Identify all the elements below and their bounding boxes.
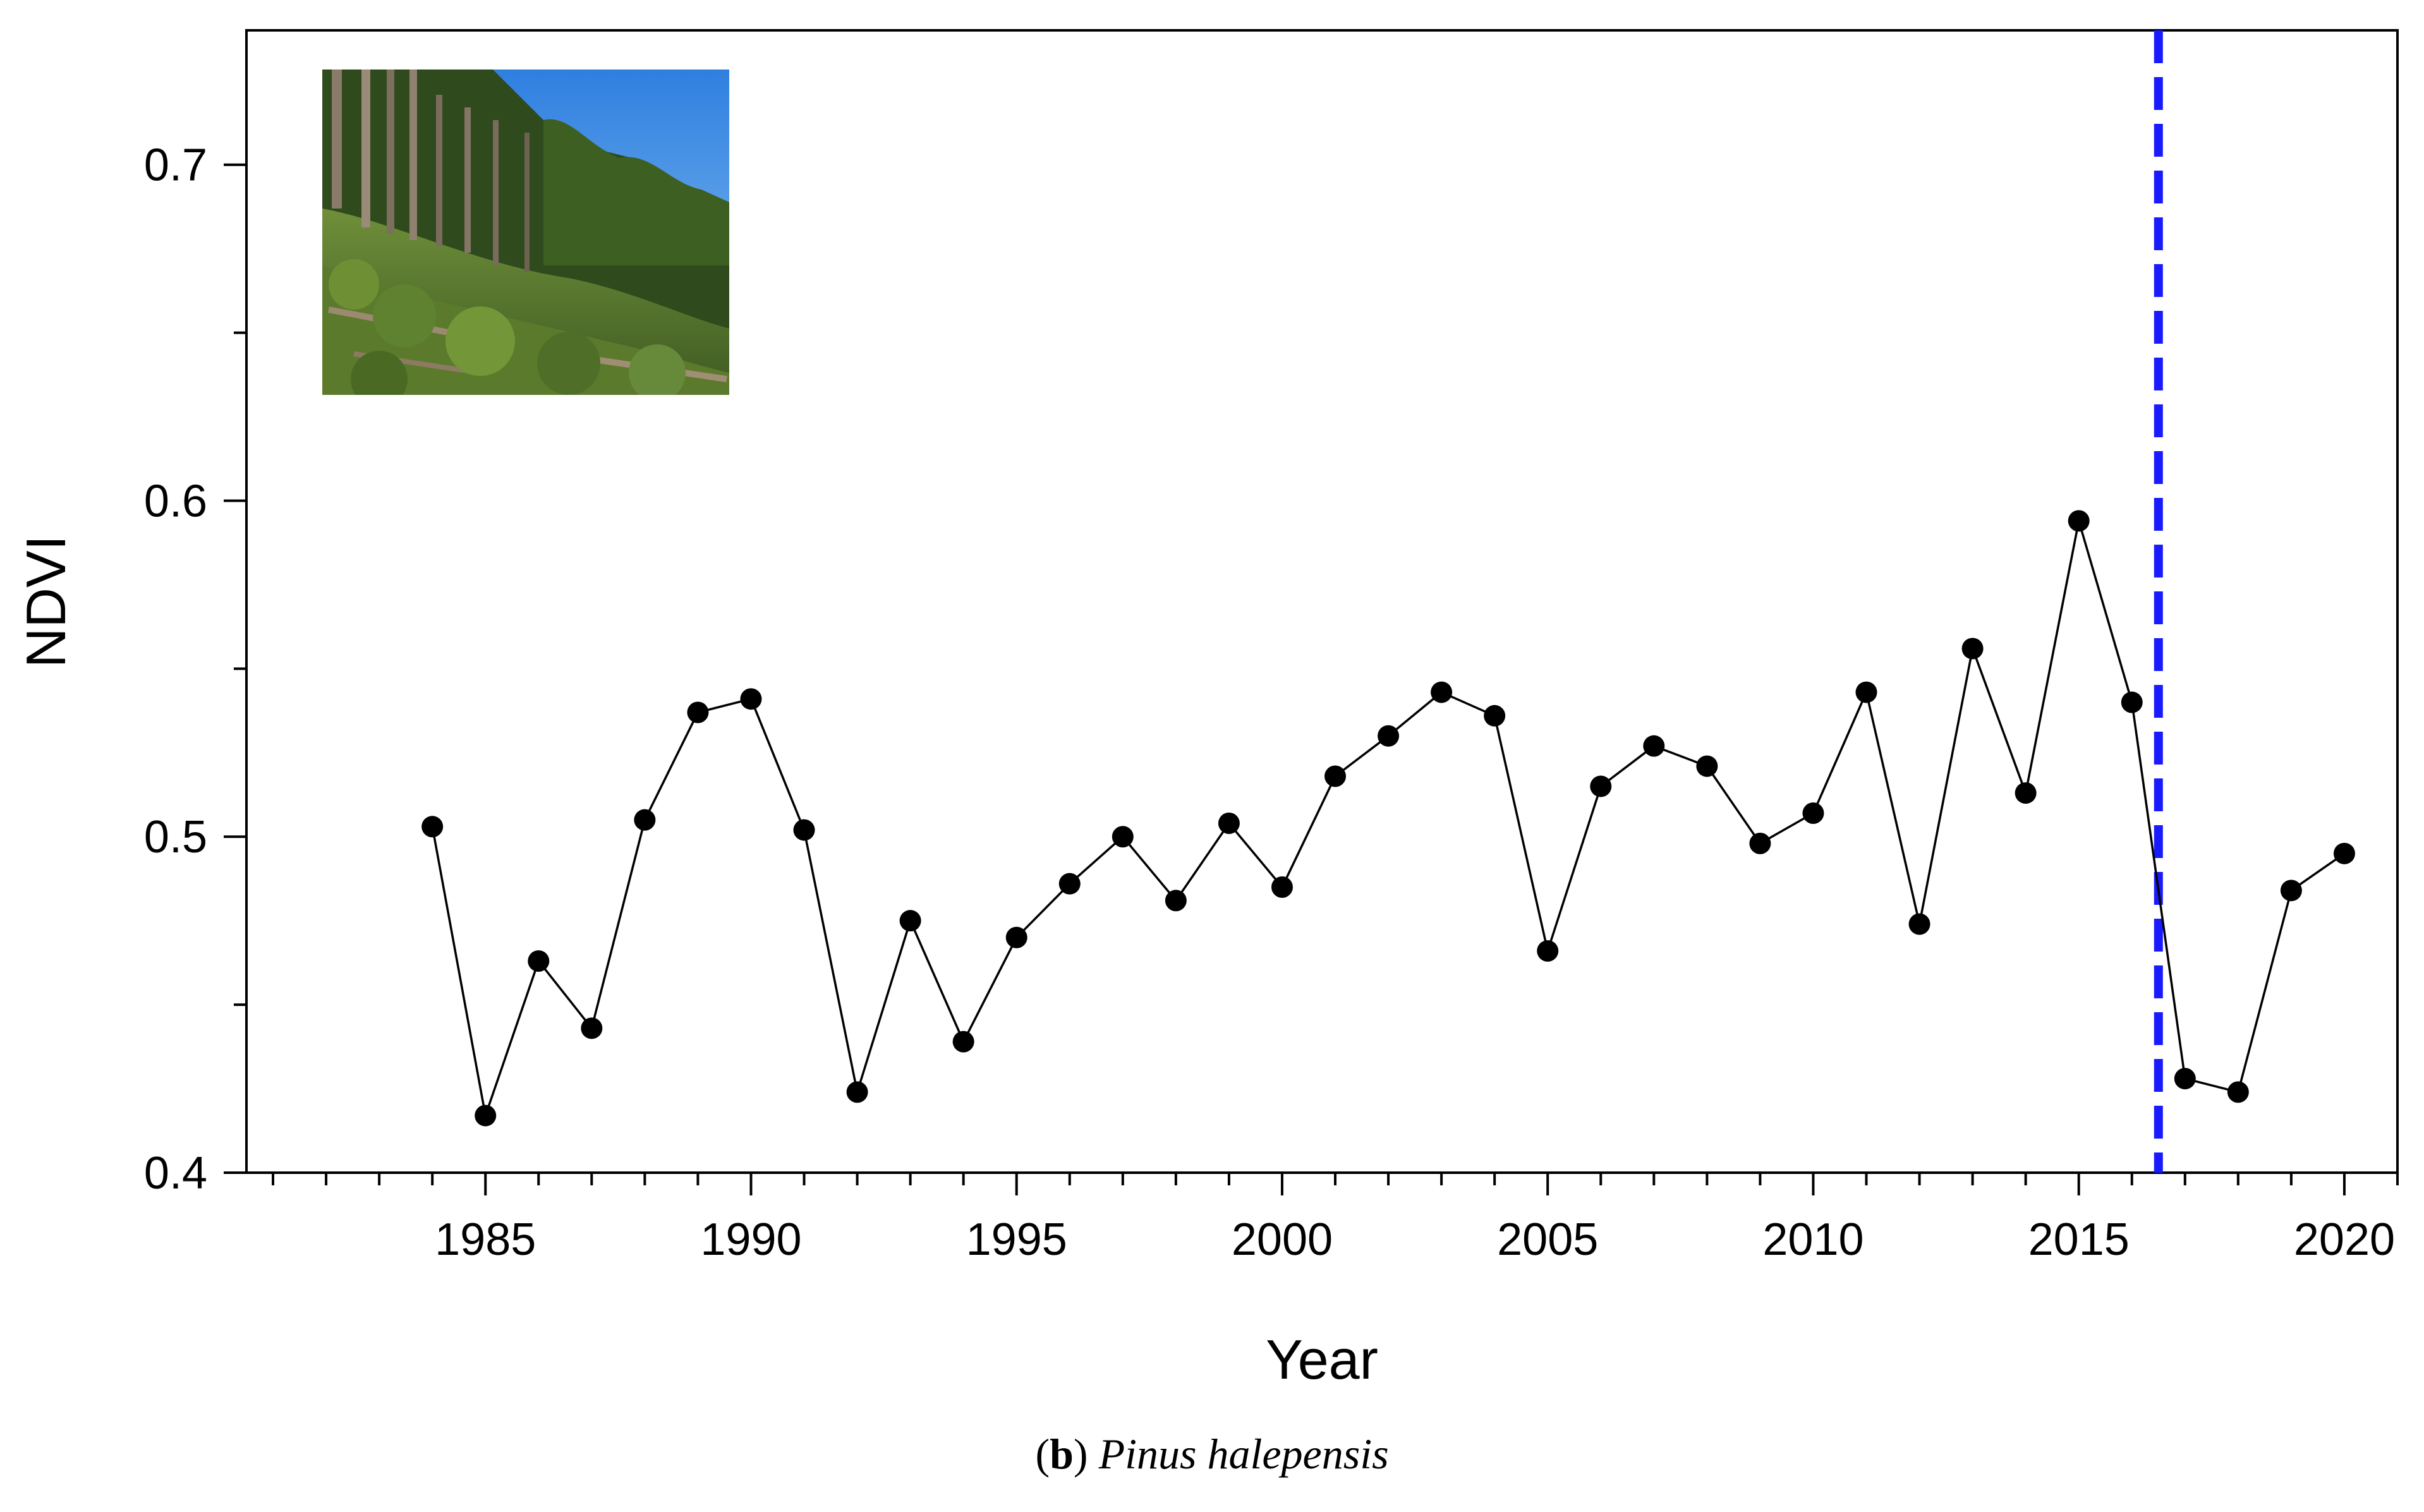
data-point bbox=[1165, 890, 1187, 912]
data-point bbox=[2068, 510, 2090, 532]
data-point bbox=[2333, 842, 2355, 864]
data-point bbox=[2015, 782, 2037, 804]
data-point bbox=[740, 688, 762, 710]
data-point bbox=[1855, 681, 1877, 703]
data-point bbox=[1908, 913, 1930, 935]
y-tick-label: 0.5 bbox=[144, 812, 207, 862]
data-point bbox=[1537, 940, 1559, 962]
data-point bbox=[1005, 926, 1027, 948]
data-point bbox=[475, 1104, 497, 1127]
data-point bbox=[2280, 880, 2302, 902]
plot-area-frame bbox=[245, 29, 2399, 1174]
data-point bbox=[1431, 681, 1453, 703]
series-group bbox=[421, 510, 2355, 1127]
data-point bbox=[1378, 725, 1400, 747]
x-tick-label: 2020 bbox=[2294, 1214, 2395, 1265]
y-axis-ticks bbox=[224, 163, 246, 1174]
data-point bbox=[1271, 876, 1293, 898]
data-point bbox=[687, 701, 709, 723]
data-point bbox=[899, 910, 921, 932]
caption-species: Pinus halepensis bbox=[1098, 1430, 1389, 1478]
x-tick-label: 2010 bbox=[1762, 1214, 1863, 1265]
x-axis-title: Year bbox=[1266, 1328, 1378, 1391]
x-tick-label: 1985 bbox=[435, 1214, 536, 1265]
data-point bbox=[2174, 1068, 2196, 1090]
data-point bbox=[1112, 826, 1134, 848]
data-point bbox=[1484, 705, 1506, 727]
y-tick-label: 0.4 bbox=[144, 1148, 207, 1199]
x-tick-label: 2015 bbox=[2028, 1214, 2130, 1265]
series-line bbox=[431, 519, 2345, 1117]
x-axis-ticks bbox=[272, 1173, 2399, 1195]
data-point bbox=[1696, 755, 1718, 777]
data-point bbox=[952, 1031, 974, 1053]
data-point bbox=[846, 1081, 868, 1103]
data-point bbox=[1058, 873, 1081, 895]
data-point bbox=[1324, 765, 1347, 787]
data-point bbox=[1643, 735, 1665, 757]
x-tick-label: 1990 bbox=[700, 1214, 801, 1265]
x-tick-label: 2005 bbox=[1497, 1214, 1598, 1265]
caption-panel-letter: b bbox=[1050, 1430, 1074, 1478]
y-tick-label: 0.7 bbox=[144, 140, 207, 191]
data-point bbox=[2227, 1081, 2249, 1103]
y-axis-title: NDVI bbox=[15, 535, 77, 668]
data-point bbox=[793, 819, 815, 841]
data-point bbox=[421, 816, 444, 838]
caption-open-paren: ( bbox=[1035, 1430, 1050, 1478]
data-point bbox=[1590, 775, 1612, 797]
x-axis-tick-labels: 1985 1990 1995 2000 2005 2010 2015 2020 bbox=[435, 1214, 2395, 1265]
caption-close-paren: ) bbox=[1073, 1430, 1099, 1478]
y-tick-label: 0.6 bbox=[144, 476, 207, 526]
data-point bbox=[581, 1017, 603, 1039]
data-point bbox=[1218, 812, 1240, 834]
data-point bbox=[634, 809, 656, 831]
data-point bbox=[528, 950, 550, 972]
data-point bbox=[1749, 832, 1771, 854]
data-point bbox=[1961, 638, 1984, 660]
pine-forest-photo bbox=[322, 70, 729, 395]
data-point bbox=[2121, 691, 2143, 713]
figure-caption: (b) Pinus halepensis bbox=[0, 1429, 2424, 1479]
x-tick-label: 2000 bbox=[1232, 1214, 1333, 1265]
x-tick-label: 1995 bbox=[966, 1214, 1067, 1265]
data-point bbox=[1802, 802, 1824, 825]
y-axis-tick-labels: 0.4 0.5 0.6 0.7 bbox=[144, 140, 207, 1199]
